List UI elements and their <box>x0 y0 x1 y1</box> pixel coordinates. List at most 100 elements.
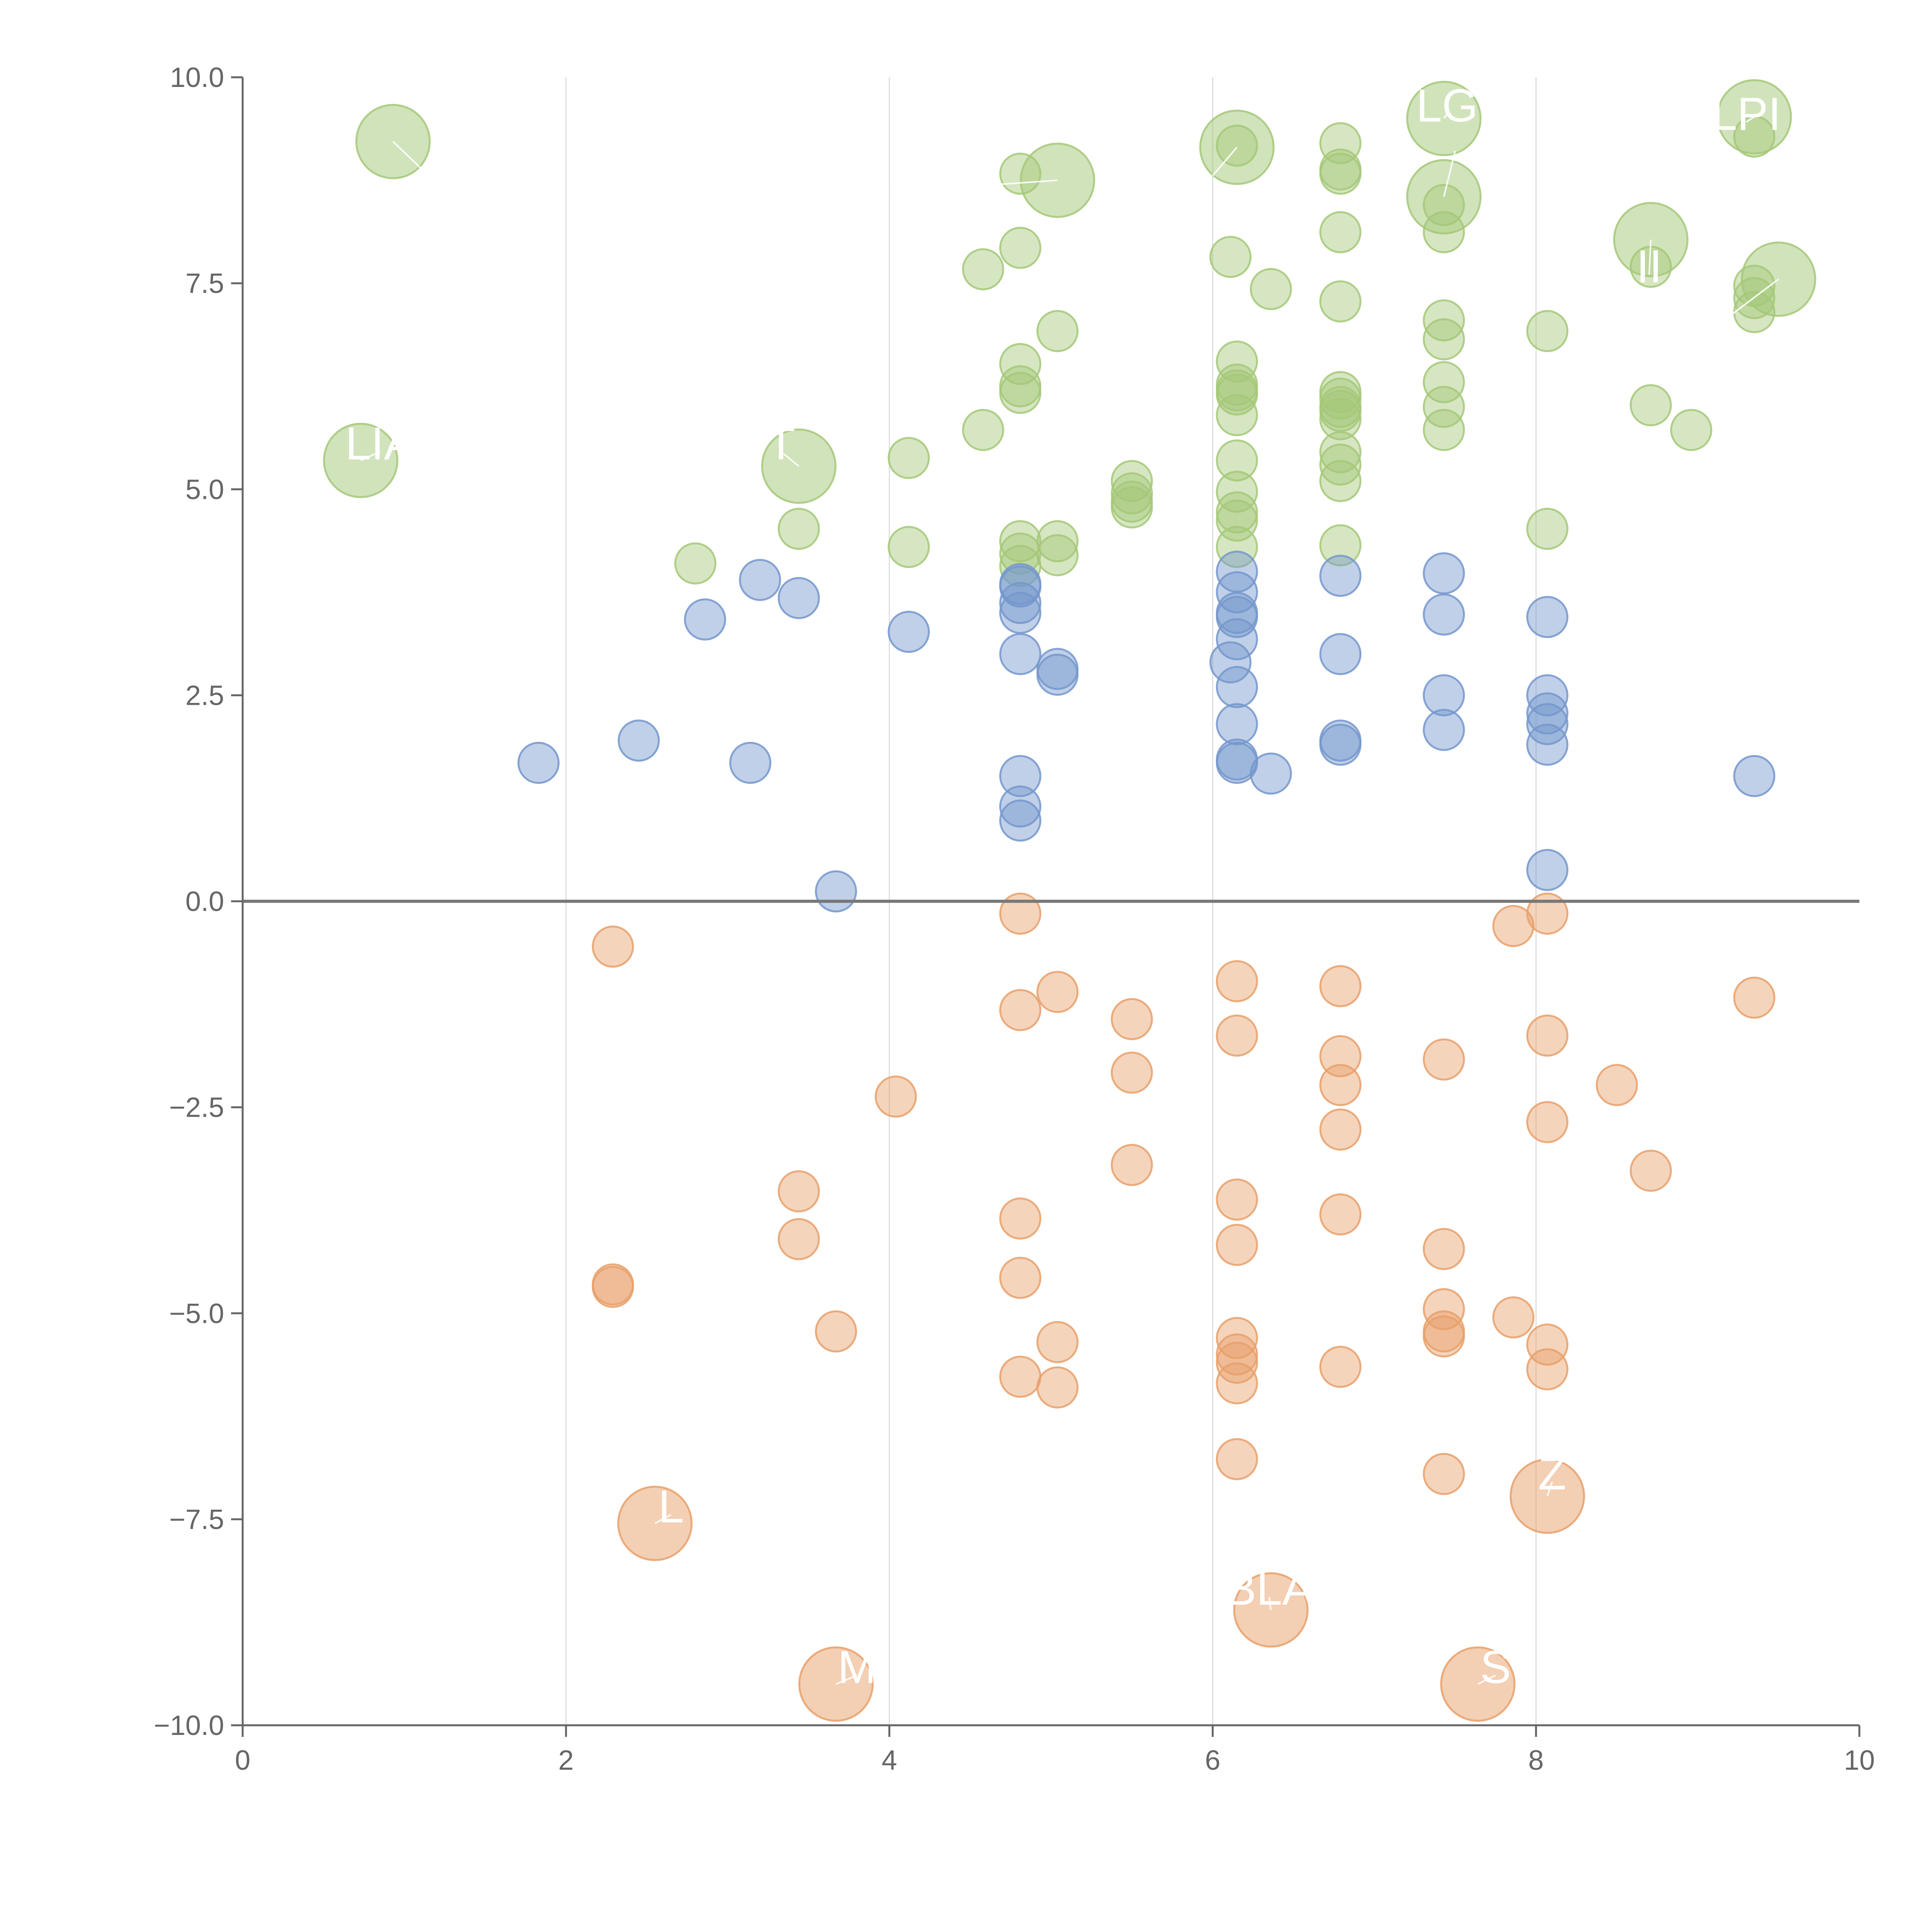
green-point <box>1670 409 1713 451</box>
green-point <box>1319 460 1362 502</box>
orange-point <box>592 925 634 968</box>
orange-point <box>1036 971 1079 1013</box>
green-point <box>1319 524 1362 566</box>
annotation-leader-line <box>1546 1481 1553 1497</box>
bubble-label: T <box>767 418 795 469</box>
orange-point <box>1595 1064 1638 1106</box>
orange-point <box>592 1266 634 1308</box>
orange-point <box>1319 1064 1362 1106</box>
green-point <box>1319 443 1362 486</box>
green-point <box>962 248 1004 291</box>
green-point <box>1319 280 1362 323</box>
orange-point <box>1319 1193 1362 1236</box>
orange-point <box>999 1257 1042 1299</box>
x-tick-label: 6 <box>1205 1745 1220 1776</box>
green-point <box>1250 268 1292 310</box>
blue-point <box>1319 723 1362 766</box>
blue-point <box>999 799 1042 842</box>
y-tick-label: 7.5 <box>185 268 224 299</box>
green-point <box>999 532 1042 575</box>
blue-point <box>1036 653 1079 696</box>
y-tick-label: 0.0 <box>185 886 224 917</box>
orange-point <box>1526 1014 1568 1057</box>
y-tick-label: −2.5 <box>169 1092 224 1123</box>
blue-point <box>517 742 560 784</box>
blue-point <box>777 577 820 619</box>
blue-point <box>1423 593 1465 636</box>
blue-point <box>1250 752 1292 795</box>
green-point <box>888 526 930 568</box>
orange-point <box>1216 1362 1258 1405</box>
orange-point <box>1111 1144 1153 1186</box>
orange-point <box>1216 1317 1258 1359</box>
orange-point <box>1216 960 1258 1002</box>
green-point <box>1319 431 1362 473</box>
green-point <box>1216 526 1258 568</box>
y-tick-label: −5.0 <box>169 1298 224 1329</box>
blue-point <box>1319 554 1362 597</box>
green-large-bubble <box>1406 159 1482 235</box>
bubble-label: II <box>1636 240 1662 292</box>
annotation-leader-line <box>1443 113 1448 119</box>
blue-point <box>1216 596 1258 638</box>
bubble-label: S <box>1480 1641 1511 1693</box>
blue-point <box>1733 755 1776 797</box>
annotation-leader-line <box>1746 116 1755 123</box>
annotation-leader-line <box>1477 1674 1496 1685</box>
bubble-label: L <box>658 1481 684 1532</box>
blue-point <box>1423 709 1465 751</box>
blue-point <box>999 565 1042 608</box>
blue-point <box>888 611 930 653</box>
orange-point <box>1036 1321 1079 1363</box>
orange-point <box>1526 1101 1568 1143</box>
orange-point <box>1492 905 1535 947</box>
blue-point <box>1216 703 1258 745</box>
blue-point <box>999 755 1042 797</box>
green-point <box>674 542 717 585</box>
blue-point <box>1423 552 1465 595</box>
bubble-annotations: LIA T LG LPI II L M BLA S Z <box>323 79 1816 1722</box>
annotation-leader-line <box>360 451 381 461</box>
annotation-leader-line <box>835 1674 857 1685</box>
y-tick-label: −7.5 <box>169 1504 224 1535</box>
x-tick-label: 8 <box>1528 1745 1544 1776</box>
orange-point <box>874 1075 917 1118</box>
green-point <box>1111 486 1153 529</box>
x-tick-label: 4 <box>882 1745 897 1776</box>
bubble-label: LPI <box>1711 88 1781 140</box>
bubble-label: LIA <box>345 418 415 469</box>
blue-point <box>1526 723 1568 766</box>
orange-point <box>1492 1296 1535 1338</box>
green-point <box>1216 394 1258 436</box>
orange-point <box>1216 1014 1258 1057</box>
orange-point <box>815 1310 857 1353</box>
blue-point <box>1216 666 1258 708</box>
blue-point <box>617 719 660 762</box>
green-point <box>1216 499 1258 542</box>
orange-point <box>1423 1315 1465 1357</box>
orange-point <box>1216 1224 1258 1266</box>
orange-point <box>1319 1108 1362 1151</box>
orange-point <box>1733 976 1776 1019</box>
orange-point <box>999 1355 1042 1398</box>
y-tick-label: 10.0 <box>170 62 224 93</box>
blue-point <box>1319 633 1362 675</box>
orange-point <box>1629 1150 1672 1192</box>
data-points <box>517 116 1776 1495</box>
green-point <box>1423 386 1465 428</box>
orange-point <box>1526 892 1568 935</box>
orange-point <box>1111 1051 1153 1094</box>
blue-point <box>999 592 1042 634</box>
bubble-label: BLA <box>1225 1563 1313 1615</box>
blue-point <box>1526 849 1568 891</box>
blue-point <box>999 785 1042 828</box>
y-tick-label: −10.0 <box>154 1710 224 1741</box>
blue-point <box>739 559 781 601</box>
blue-point <box>1526 692 1568 735</box>
annotation-leader-line <box>1212 146 1238 176</box>
green-point <box>1319 398 1362 440</box>
blue-point <box>1209 641 1252 684</box>
green-point <box>999 520 1042 563</box>
annotation-leader-line <box>889 179 1058 193</box>
orange-point <box>1216 1178 1258 1221</box>
